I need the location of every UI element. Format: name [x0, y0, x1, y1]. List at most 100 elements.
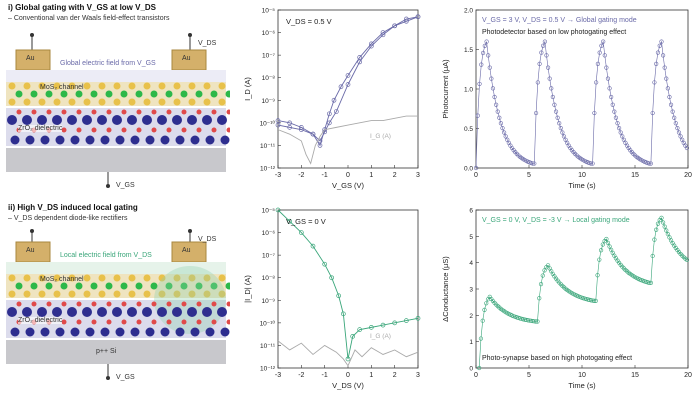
field-label: Local electric field from V_DS: [60, 252, 152, 259]
data-point: [655, 221, 661, 226]
zirconium-atom: [22, 307, 32, 317]
sulfur-atom: [98, 290, 106, 298]
data-point: [617, 126, 622, 131]
data-point: [529, 318, 534, 323]
sulfur-atom: [203, 274, 211, 282]
sulfur-atom: [98, 98, 106, 106]
y-tick-label: 10⁻⁷: [262, 53, 276, 60]
oxygen-atom: [181, 127, 187, 133]
data-point: [527, 318, 532, 323]
x-tick-label: 10: [578, 372, 586, 379]
data-point: [477, 365, 482, 371]
data-point: [538, 282, 544, 287]
data-point: [357, 55, 363, 60]
zirconium-atom: [220, 135, 230, 145]
series-line-2: [277, 115, 418, 165]
y-axis-label: |I_D| (A): [243, 275, 252, 303]
data-point: [684, 257, 690, 263]
data-point: [660, 53, 666, 58]
data-point: [482, 307, 487, 312]
series-line-1: [277, 340, 419, 367]
zirconium-atom: [145, 327, 155, 337]
chart-note: Photo-synapse based on high photogating …: [482, 355, 632, 362]
y-tick-label: 10⁻¹¹: [260, 143, 276, 150]
sulfur-atom: [218, 290, 226, 298]
data-point: [340, 311, 346, 317]
oxygen-atom: [181, 109, 187, 115]
sulfur-atom: [173, 290, 181, 298]
data-point: [660, 220, 666, 225]
data-point: [593, 298, 598, 303]
data-point: [670, 109, 675, 114]
sulfur-atom: [173, 82, 181, 90]
molybdenum-atom: [75, 90, 83, 98]
schematic-bottom-drawing: [6, 229, 230, 380]
x-tick-label: 0: [346, 372, 350, 379]
data-point: [592, 298, 597, 303]
zirconium-atom: [55, 135, 65, 145]
data-point: [533, 319, 538, 324]
data-point: [597, 50, 602, 55]
data-point: [652, 80, 657, 85]
y-tick-label: 10⁻⁸: [262, 275, 276, 282]
molybdenum-atom: [15, 90, 23, 98]
molybdenum-atom: [105, 282, 113, 290]
oxygen-atom: [136, 109, 142, 115]
sulfur-atom: [128, 290, 136, 298]
data-point: [487, 65, 492, 70]
data-point: [326, 120, 332, 126]
sulfur-atom: [158, 290, 166, 298]
data-point: [605, 240, 611, 245]
zirconium-atom: [145, 135, 155, 145]
x-tick-label: -3: [275, 372, 281, 379]
zirconium-atom: [115, 327, 125, 337]
data-point: [415, 315, 421, 321]
data-point: [553, 109, 559, 114]
y-tick-label: 10⁻⁵: [262, 208, 276, 215]
zirconium-atom: [217, 115, 227, 125]
data-point: [609, 94, 614, 100]
zirconium-atom: [7, 115, 17, 125]
oxygen-atom: [106, 109, 112, 115]
data-point: [298, 125, 304, 130]
data-point: [650, 253, 655, 259]
data-point: [655, 50, 661, 55]
molybdenum-atom: [15, 282, 23, 290]
sulfur-atom: [113, 82, 121, 90]
schematic-bottom-subtitle: – V_DS dependent diode-like rectifiers: [8, 215, 128, 222]
zirconium-atom: [187, 115, 197, 125]
sulfur-atom: [38, 274, 46, 282]
zirconium-atom: [175, 135, 185, 145]
zirconium-atom: [10, 327, 20, 337]
data-point: [607, 86, 612, 91]
molybdenum-atom: [60, 90, 68, 98]
oxygen-atom: [91, 127, 97, 133]
data-point: [501, 130, 507, 135]
data-point: [610, 102, 615, 107]
data-point: [532, 161, 537, 166]
x-axis-label: Time (s): [568, 381, 596, 390]
y-tick-label: 10⁻⁶: [262, 230, 276, 237]
oxygen-atom: [226, 301, 230, 307]
data-point: [664, 76, 669, 81]
zirconium-atom: [70, 135, 80, 145]
molybdenum-atom: [90, 90, 98, 98]
oxygen-atom: [16, 109, 22, 115]
sulfur-atom: [113, 98, 121, 106]
data-point: [287, 120, 293, 126]
data-point: [287, 218, 293, 224]
oxygen-atom: [31, 301, 37, 307]
series-line-1: [277, 16, 419, 147]
molybdenum-atom: [120, 282, 128, 290]
data-point: [607, 244, 612, 249]
data-point: [662, 65, 667, 70]
chart-note: Photodetector based on low photogating e…: [482, 29, 626, 36]
y-tick-label: 0: [469, 366, 473, 373]
data-point: [333, 109, 339, 114]
y-tick-label: 10⁻⁷: [262, 253, 276, 260]
zirconium-atom: [217, 307, 227, 317]
data-point: [597, 257, 602, 262]
y-axis-label: ΔConductance (μS): [441, 256, 450, 322]
y-tick-label: 10⁻⁵: [262, 8, 276, 15]
x-tick-label: 2: [393, 172, 397, 179]
